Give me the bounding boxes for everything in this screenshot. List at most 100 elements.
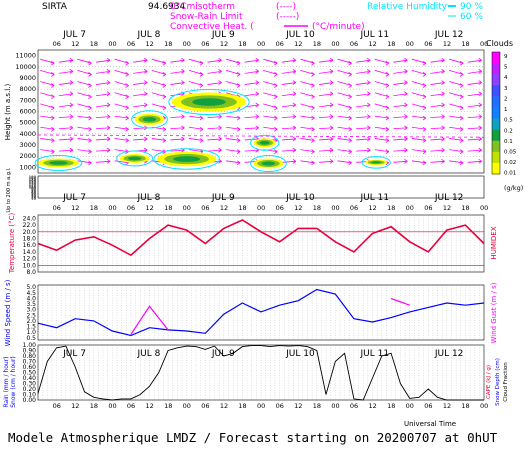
wind-barb: [449, 69, 464, 75]
wind-barb: [263, 92, 278, 98]
wind-barb: [244, 116, 259, 118]
wind-barb-head: [218, 57, 222, 63]
wind-barb: [263, 69, 278, 75]
wind-barb-head: [106, 57, 111, 63]
y-tick: 5.0: [26, 284, 36, 291]
wind-barb: [356, 93, 371, 97]
colorbar-tick: 0.5: [504, 118, 513, 124]
hour-label: 18: [313, 204, 321, 212]
hour-label: 18: [387, 40, 395, 48]
wind-barb-head: [218, 147, 222, 153]
colorbar-tick: 0.2: [504, 128, 513, 134]
wind-barb-head: [181, 114, 185, 119]
hour-label: 18: [313, 402, 321, 410]
hour-label: 12: [220, 402, 228, 410]
wind-barb: [337, 58, 352, 64]
wind-barb-head: [88, 149, 92, 154]
wind-barb: [58, 127, 73, 130]
wind-barb: [337, 81, 352, 86]
wind-barb-head: [106, 136, 111, 142]
wind-barb: [95, 59, 111, 63]
series-line: [130, 297, 410, 335]
wind-barb-head: [255, 69, 259, 74]
wind-barb: [449, 81, 464, 86]
wind-barb: [226, 69, 241, 75]
wind-barb: [58, 70, 73, 74]
hour-label: 00: [331, 402, 339, 410]
wind-barb-head: [404, 80, 408, 85]
wind-barb-head: [236, 138, 241, 143]
cloud-ylabel: Height (m a.s.l.): [4, 84, 12, 141]
wind-barb-head: [311, 138, 315, 143]
wind-barb: [244, 82, 259, 85]
day-label: JUL 11: [360, 193, 390, 203]
colorbar-tick: 0.01: [504, 171, 516, 177]
wind-barb: [356, 59, 371, 63]
wind-barb: [430, 82, 445, 85]
wind-barb: [411, 92, 427, 98]
hour-label: 12: [369, 40, 377, 48]
wind-barb-head: [162, 126, 167, 132]
hour-label: 18: [90, 402, 98, 410]
wind-barb-head: [292, 125, 297, 131]
wind-barb-head: [366, 91, 371, 97]
wind-barb: [337, 103, 352, 109]
wind-barb-head: [311, 60, 315, 66]
cloud-y-tick: 7000: [19, 96, 36, 104]
y-tick: 18.0: [23, 235, 37, 242]
wind-barb-head: [51, 138, 55, 143]
cloud-blob-center: [261, 161, 276, 166]
cloud-y-tick: 50: [31, 191, 36, 196]
hour-label: 00: [480, 40, 488, 48]
wind-barb: [58, 93, 73, 97]
rh-contour: [116, 150, 153, 167]
wind-barb-head: [255, 91, 259, 97]
wind-barb-head: [88, 115, 92, 121]
wind-barb: [374, 81, 389, 86]
wind-barb-head: [329, 158, 334, 164]
wind-barb-head: [422, 160, 427, 166]
y-tick: 0.80: [23, 353, 37, 360]
wind-barb: [319, 160, 334, 163]
wind-barb-head: [366, 57, 371, 63]
hour-label: 00: [480, 402, 488, 410]
wind-barb: [467, 93, 482, 97]
wind-barb-head: [404, 158, 408, 164]
wind-barb-head: [292, 91, 297, 97]
wind-barb-head: [385, 160, 390, 166]
wind-barb-head: [88, 105, 92, 111]
y-tick: 2.5: [26, 312, 36, 319]
wind-barb: [281, 127, 296, 130]
wind-barb-head: [478, 114, 482, 119]
wind-barb: [356, 127, 371, 130]
wind-barb-head: [236, 149, 241, 154]
wind-barb: [263, 81, 278, 86]
wind-barb-head: [441, 158, 445, 164]
day-label: JUL 10: [285, 349, 315, 359]
wind-barb-head: [329, 57, 334, 63]
hour-label: 06: [127, 402, 135, 410]
wind-barb-head: [51, 83, 55, 88]
cloud-blob-center: [259, 141, 270, 145]
wind-barb-head: [459, 160, 464, 166]
wind-barb-head: [69, 102, 74, 108]
wind-barb: [467, 116, 482, 118]
humidex-label: HUMIDEX: [490, 226, 498, 259]
wind-barb: [319, 127, 334, 130]
cloud-y-tick: 60: [31, 190, 36, 195]
day-label: JUL 8: [137, 30, 161, 40]
temp-ylabel: Temperature (°C): [8, 213, 16, 275]
wind-barb-head: [404, 136, 408, 142]
wind-barb-head: [459, 105, 464, 111]
wind-barb-head: [311, 72, 315, 77]
wind-barb: [356, 149, 371, 152]
wind-barb: [430, 104, 445, 108]
wind-barb-head: [236, 160, 241, 166]
y-tick: 24.0: [23, 215, 37, 222]
cloud-y-tick: 40: [31, 192, 36, 197]
wind-barb: [133, 138, 148, 141]
cloud-blob-center: [173, 156, 201, 162]
wind-barb: [114, 149, 129, 153]
wind-barb: [449, 149, 464, 153]
wind-barb-head: [459, 72, 464, 77]
